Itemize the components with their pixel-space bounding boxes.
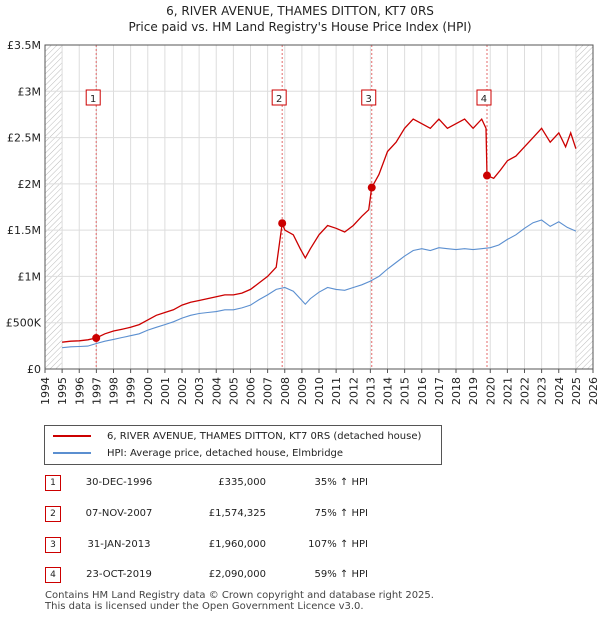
x-tick-label: 2021	[501, 377, 514, 405]
x-tick-label: 2026	[587, 377, 600, 405]
legend-item-hpi: HPI: Average price, detached house, Elmb…	[53, 445, 343, 461]
legend-swatch-red	[53, 435, 91, 437]
x-tick-label: 2005	[227, 377, 240, 405]
x-tick-label: 1995	[56, 377, 69, 405]
x-tick-label: 2012	[347, 377, 360, 405]
x-tick-label: 2011	[330, 377, 343, 405]
x-tick-label: 1996	[73, 377, 86, 405]
transaction-number: 4	[45, 567, 61, 583]
transaction-hpi: 35% ↑ HPI	[314, 477, 368, 488]
footer-line-1: Contains HM Land Registry data © Crown c…	[45, 590, 434, 601]
x-tick-label: 2002	[176, 377, 189, 405]
y-tick-label: £3.5M	[7, 39, 41, 52]
x-tick-label: 2009	[296, 377, 309, 405]
x-tick-label: 2022	[519, 377, 532, 405]
transaction-price: £1,960,000	[208, 539, 266, 550]
x-tick-label: 2004	[210, 377, 223, 405]
sale-marker-box	[271, 89, 287, 106]
x-tick-label: 2013	[364, 377, 377, 405]
x-tick-label: 1998	[108, 377, 121, 405]
sale-point	[482, 171, 491, 180]
sale-marker-box	[85, 89, 101, 106]
legend-label-hpi: HPI: Average price, detached house, Elmb…	[107, 447, 344, 459]
x-tick-label: 2019	[467, 377, 480, 405]
plot-frame	[44, 44, 594, 370]
footer: Contains HM Land Registry data © Crown c…	[45, 590, 434, 612]
sale-marker-label: 4	[481, 94, 487, 105]
transaction-number: 3	[45, 537, 61, 553]
x-tick-label: 2008	[279, 377, 292, 405]
transaction-row: 4 23-OCT-2019 £2,090,000 59% ↑ HPI	[0, 567, 600, 587]
x-tick-label: 2023	[536, 377, 549, 405]
sale-marker-label: 2	[276, 94, 282, 105]
x-tick-label: 2007	[262, 377, 275, 405]
x-tick-label: 2000	[142, 377, 155, 405]
legend: 6, RIVER AVENUE, THAMES DITTON, KT7 0RS …	[44, 425, 442, 465]
y-tick-label: £1M	[18, 270, 42, 283]
y-tick-label: £0	[27, 363, 41, 376]
sale-marker-box	[476, 89, 492, 106]
sale-marker-label: 1	[90, 94, 96, 105]
footer-line-2: This data is licensed under the Open Gov…	[45, 601, 364, 612]
transaction-row: 1 30-DEC-1996 £335,000 35% ↑ HPI	[0, 475, 600, 495]
sale-point	[92, 333, 101, 342]
x-tick-label: 1997	[90, 377, 103, 405]
transaction-date: 23-OCT-2019	[86, 569, 152, 580]
y-tick-label: £500K	[6, 317, 42, 330]
x-tick-label: 2025	[570, 377, 583, 405]
hpi-line	[62, 219, 577, 349]
chart-title: 6, RIVER AVENUE, THAMES DITTON, KT7 0RS	[166, 4, 434, 18]
x-tick-label: 2010	[313, 377, 326, 405]
hatched-region	[45, 45, 63, 369]
transaction-date: 30-DEC-1996	[85, 477, 153, 488]
x-tick-label: 2001	[159, 377, 172, 405]
sale-marker-box	[361, 89, 377, 106]
transaction-number: 1	[45, 475, 61, 491]
transaction-hpi: 75% ↑ HPI	[314, 508, 368, 519]
transaction-number: 2	[45, 506, 61, 522]
x-tick-label: 2024	[553, 377, 566, 405]
x-tick-label: 1994	[39, 377, 52, 405]
y-tick-label: £3M	[18, 85, 42, 98]
hatched-region	[575, 45, 593, 369]
x-tick-label: 2003	[193, 377, 206, 405]
sale-marker-label: 3	[366, 94, 372, 105]
y-tick-label: £1.5M	[7, 224, 41, 237]
x-tick-label: 1999	[125, 377, 138, 405]
x-tick-label: 2006	[245, 377, 258, 405]
y-tick-label: £2M	[18, 178, 42, 191]
x-tick-label: 2018	[450, 377, 463, 405]
transaction-price: £1,574,325	[208, 508, 266, 519]
x-tick-label: 2020	[484, 377, 497, 405]
transaction-row: 3 31-JAN-2013 £1,960,000 107% ↑ HPI	[0, 537, 600, 557]
sale-point	[367, 183, 376, 192]
legend-item-property: 6, RIVER AVENUE, THAMES DITTON, KT7 0RS …	[53, 428, 421, 444]
legend-swatch-blue	[53, 452, 91, 454]
transaction-row: 2 07-NOV-2007 £1,574,325 75% ↑ HPI	[0, 506, 600, 526]
chart-subtitle: Price paid vs. HM Land Registry's House …	[128, 20, 472, 34]
x-tick-label: 2015	[399, 377, 412, 405]
transaction-price: £2,090,000	[208, 569, 266, 580]
legend-label-property: 6, RIVER AVENUE, THAMES DITTON, KT7 0RS …	[107, 430, 422, 442]
transaction-hpi: 59% ↑ HPI	[314, 569, 368, 580]
y-tick-label: £2.5M	[7, 132, 41, 145]
x-tick-label: 2017	[433, 377, 446, 405]
sale-point	[278, 219, 287, 228]
transaction-price: £335,000	[218, 477, 266, 488]
property-price-line	[62, 117, 577, 343]
transaction-date: 31-JAN-2013	[87, 539, 151, 550]
x-tick-label: 2014	[382, 377, 395, 405]
x-tick-label: 2016	[416, 377, 429, 405]
price-chart: 1 2 3 4 £0 £500K £1M £1.5M £2M £2.5M £3M £3.5M 1994…	[6, 39, 600, 405]
transaction-hpi: 107% ↑ HPI	[308, 539, 368, 550]
transaction-date: 07-NOV-2007	[85, 508, 153, 519]
